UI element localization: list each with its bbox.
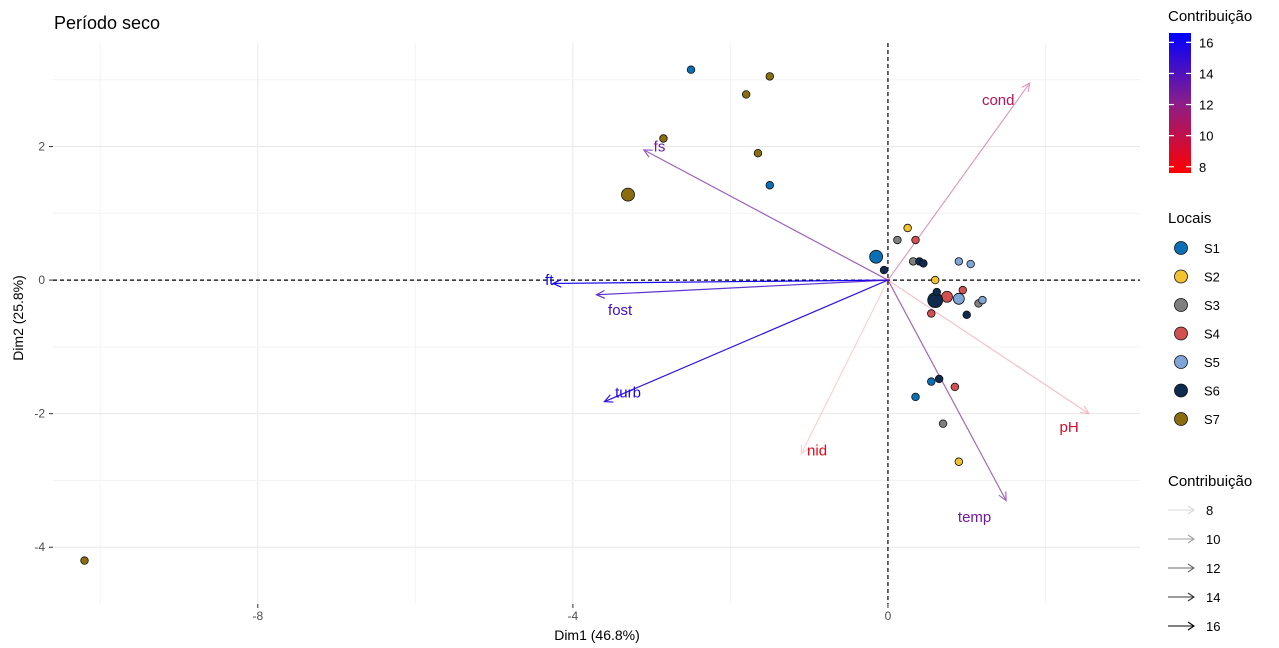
arrow-label-fost: fost bbox=[608, 302, 633, 319]
alpha-legend-key bbox=[1168, 621, 1195, 631]
legend-key-S1 bbox=[1174, 241, 1188, 255]
point-S6 bbox=[879, 265, 889, 275]
point-S1 bbox=[686, 65, 696, 74]
point-S2 bbox=[954, 457, 964, 466]
point-S6 bbox=[934, 374, 944, 384]
legend-label-S2: S2 bbox=[1204, 270, 1220, 285]
variable-arrows: ft fost turb fs cond pH nid temp bbox=[545, 81, 1090, 526]
colorbar-tick-label: 12 bbox=[1199, 98, 1213, 113]
x-tick-label: 0 bbox=[885, 609, 892, 623]
color-legend: Contribuição 8 10 12 14 16 bbox=[1168, 8, 1252, 175]
y-tick-label: 0 bbox=[38, 273, 45, 287]
point-S5 bbox=[978, 295, 987, 305]
legend-key-S7 bbox=[1174, 412, 1188, 426]
axis-ticks: -8 -4 0 -4 -2 0 2 bbox=[34, 140, 891, 623]
arrow-label-temp: temp bbox=[958, 509, 991, 526]
alpha-legend-key bbox=[1168, 534, 1195, 544]
legend-label-S6: S6 bbox=[1204, 384, 1220, 399]
arrow-label-pH: pH bbox=[1060, 419, 1079, 436]
alpha-legend-key bbox=[1168, 505, 1195, 515]
y-tick-label: 2 bbox=[38, 140, 45, 154]
arrow-fs bbox=[642, 149, 889, 281]
y-axis-label: Dim2 (25.8%) bbox=[10, 275, 26, 361]
point-S5 bbox=[952, 292, 965, 305]
y-tick-label: -4 bbox=[34, 540, 45, 554]
arrow-nid bbox=[800, 279, 889, 455]
alpha-legend-label: 12 bbox=[1206, 561, 1220, 576]
arrow-label-ft: ft bbox=[545, 272, 554, 289]
point-S2 bbox=[903, 223, 912, 233]
sites-legend-title: Locais bbox=[1168, 210, 1211, 227]
legend-key-S4 bbox=[1174, 326, 1188, 341]
point-S5 bbox=[954, 257, 964, 266]
arrow-turb bbox=[603, 279, 889, 403]
legend-key-S2 bbox=[1174, 269, 1188, 284]
legend-key-S3 bbox=[1174, 298, 1188, 312]
reference-lines bbox=[53, 43, 1140, 604]
alpha-legend-label: 14 bbox=[1206, 590, 1220, 605]
alpha-legend-key bbox=[1168, 563, 1195, 573]
point-S2 bbox=[931, 275, 940, 285]
point-S7 bbox=[741, 90, 751, 99]
arrow-pH bbox=[887, 279, 1090, 415]
sites-legend: Locais S1 S2 S3 S4 S5 S6 S7 bbox=[1168, 210, 1220, 427]
legend-label-S1: S1 bbox=[1204, 241, 1220, 256]
arrow-fost bbox=[595, 279, 888, 299]
point-S1 bbox=[765, 181, 774, 190]
point-S6 bbox=[932, 287, 941, 297]
point-S7 bbox=[765, 72, 774, 81]
point-S6 bbox=[962, 310, 971, 320]
point-S6 bbox=[919, 259, 928, 268]
point-S4 bbox=[911, 235, 920, 245]
legend-label-S4: S4 bbox=[1204, 327, 1220, 342]
y-tick-label: -2 bbox=[34, 407, 45, 421]
point-S7 bbox=[80, 556, 89, 565]
point-S4 bbox=[927, 309, 936, 318]
point-S7 bbox=[621, 187, 635, 202]
arrow-temp bbox=[887, 279, 1007, 502]
colorbar-tick-label: 16 bbox=[1199, 35, 1213, 50]
legend-label-S3: S3 bbox=[1204, 298, 1220, 313]
point-S3 bbox=[938, 419, 948, 428]
colorbar-tick-label: 10 bbox=[1199, 129, 1213, 144]
arrow-label-turb: turb bbox=[615, 384, 641, 401]
colorbar-tick-label: 8 bbox=[1199, 160, 1206, 175]
arrow-label-fs: fs bbox=[654, 139, 666, 156]
colorbar-tick-label: 14 bbox=[1199, 66, 1213, 81]
x-tick-label: -8 bbox=[252, 609, 263, 623]
point-S5 bbox=[966, 259, 975, 269]
chart-title: Período seco bbox=[54, 13, 160, 33]
arrow-label-cond: cond bbox=[982, 92, 1015, 109]
alpha-legend-label: 16 bbox=[1206, 619, 1220, 634]
legend-label-S7: S7 bbox=[1204, 412, 1220, 427]
site-points bbox=[80, 65, 987, 565]
legend-key-S6 bbox=[1174, 383, 1188, 398]
point-S1 bbox=[911, 392, 920, 402]
alpha-legend-key bbox=[1168, 592, 1195, 602]
arrow-cond bbox=[887, 81, 1031, 281]
arrow-label-nid: nid bbox=[807, 442, 827, 459]
color-legend-title: Contribuição bbox=[1168, 8, 1252, 25]
alpha-legend: Contribuição 8 10 12 14 16 bbox=[1168, 473, 1252, 634]
point-S7 bbox=[753, 148, 763, 158]
point-S1 bbox=[869, 249, 884, 264]
point-S3 bbox=[893, 235, 902, 245]
alpha-legend-label: 8 bbox=[1206, 503, 1213, 518]
point-S7 bbox=[659, 134, 668, 143]
legend-label-S5: S5 bbox=[1204, 355, 1220, 370]
arrow-ft bbox=[551, 278, 888, 288]
point-S4 bbox=[958, 285, 967, 295]
color-legend-bar bbox=[1169, 33, 1191, 173]
point-S1 bbox=[927, 377, 936, 386]
point-S4 bbox=[941, 290, 953, 303]
x-tick-label: -4 bbox=[568, 609, 579, 623]
point-S4 bbox=[950, 382, 960, 392]
legend-key-S5 bbox=[1174, 355, 1188, 369]
alpha-legend-title: Contribuição bbox=[1168, 473, 1252, 490]
alpha-legend-label: 10 bbox=[1206, 532, 1220, 547]
x-axis-label: Dim1 (46.8%) bbox=[554, 627, 640, 643]
